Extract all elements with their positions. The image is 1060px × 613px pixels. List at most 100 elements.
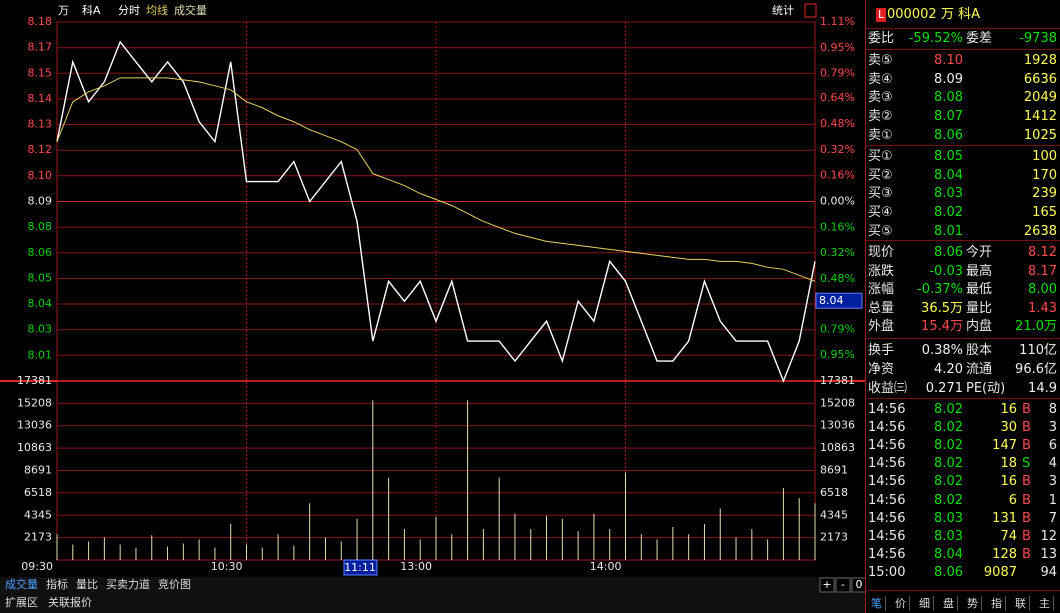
cell: S xyxy=(1022,456,1031,472)
cell: 外盘 xyxy=(868,319,895,335)
cell: 8.12 xyxy=(1028,245,1057,260)
cell: 8.02 xyxy=(934,438,963,454)
button[interactable]: + xyxy=(822,578,831,591)
cell: 8.03 xyxy=(934,528,963,544)
cell: 8.02 xyxy=(934,205,963,221)
cell: 8.06 xyxy=(934,245,963,260)
button[interactable]: - xyxy=(841,578,845,591)
cell: 8.10 xyxy=(934,53,963,68)
panel-tab[interactable]: 主 xyxy=(1036,596,1054,611)
cell: 8.01 xyxy=(934,223,963,239)
v-tick-label-right: 8691 xyxy=(820,463,848,476)
y-tick-label: 8.08 xyxy=(28,220,53,233)
cell: 8.06 xyxy=(934,127,963,143)
cell: -59.52% xyxy=(908,31,963,46)
v-tick-label-right: 13036 xyxy=(820,419,855,432)
cell: 卖⑤ xyxy=(868,53,893,68)
cell: 涨跌 xyxy=(868,263,895,279)
y-tick-label: 8.01 xyxy=(28,348,53,361)
cell: 总量 xyxy=(868,300,895,316)
cell: 2049 xyxy=(1023,90,1057,106)
cell: 147 xyxy=(992,438,1017,454)
cell: 94 xyxy=(1040,564,1057,580)
cell: B xyxy=(1022,438,1031,454)
v-tick-label-right: 4345 xyxy=(820,508,848,521)
bottom-tab2[interactable]: 关联报价 xyxy=(48,595,92,609)
cell: 买④ xyxy=(868,205,893,221)
bottom-tab[interactable]: 量比 xyxy=(76,578,98,591)
cell: B xyxy=(1022,528,1031,544)
cell: 131 xyxy=(992,510,1017,526)
panel-tab[interactable]: 指 xyxy=(988,596,1006,611)
cell: 8.06 xyxy=(934,564,963,580)
cursor-price: 8.04 xyxy=(819,294,844,307)
v-tick-label-right: 2173 xyxy=(820,531,848,544)
v-tick-label: 8691 xyxy=(24,463,52,476)
panel-tab[interactable]: 盘 xyxy=(940,596,958,611)
cell: 卖② xyxy=(868,109,893,125)
cell: 36.5万 xyxy=(921,300,963,316)
cell: 6 xyxy=(1048,438,1057,454)
cell: 13 xyxy=(1040,546,1057,562)
cell: 14:56 xyxy=(868,546,906,562)
bottom-tab2[interactable]: 扩展区 xyxy=(5,595,38,609)
separator xyxy=(866,338,1060,339)
y-tick-label: 8.18 xyxy=(28,15,53,28)
cell: 21.0万 xyxy=(1015,319,1057,335)
cell: 现价 xyxy=(868,245,895,260)
v-tick-label-right: 15208 xyxy=(820,396,855,409)
bottom-tab[interactable]: 竞价图 xyxy=(158,577,191,591)
v-tick-label-right: 17381 xyxy=(820,374,855,387)
panel-tab[interactable]: 势 xyxy=(964,596,982,611)
cell: 1025 xyxy=(1023,127,1057,143)
cell: 15:00 xyxy=(868,564,906,580)
separator xyxy=(866,28,1060,29)
y2-tick-label: 0.32% xyxy=(820,246,855,259)
cursor-price-box xyxy=(815,292,863,309)
cell: 2638 xyxy=(1023,223,1057,239)
cell: 14:56 xyxy=(868,510,906,526)
y-tick-label: 8.17 xyxy=(28,41,53,54)
y-tick-label: 8.15 xyxy=(28,66,53,79)
y2-tick-label: 0.48% xyxy=(820,117,855,130)
cell: B xyxy=(1022,492,1031,508)
cell: 9087 xyxy=(983,564,1017,580)
separator xyxy=(866,398,1060,399)
panel-tab[interactable]: 价 xyxy=(892,596,910,611)
v-tick-label: 17381 xyxy=(17,374,52,387)
cell: 流通 xyxy=(966,362,993,377)
separator xyxy=(866,145,1060,146)
bottom-tab[interactable]: 买卖力道 xyxy=(106,577,150,591)
panel-tab[interactable]: 笔 xyxy=(868,596,886,611)
cell: 最低 xyxy=(966,282,993,298)
panel-tab[interactable]: 联 xyxy=(1012,596,1030,611)
cell: 14:56 xyxy=(868,528,906,544)
stock-name2: 科A xyxy=(82,3,101,17)
y2-tick-label: 0.48% xyxy=(820,272,855,285)
stats-button[interactable]: 统计 xyxy=(772,4,794,17)
cell: 卖① xyxy=(868,127,893,143)
y-tick-label: 8.10 xyxy=(28,169,53,182)
panel-tab[interactable]: 细 xyxy=(916,596,934,611)
cell: 8.02 xyxy=(934,456,963,472)
cell: 0.38% xyxy=(921,343,963,358)
bottom-tab[interactable]: 成交量 xyxy=(5,577,38,591)
cell: 净资 xyxy=(868,362,895,377)
cell: 卖③ xyxy=(868,90,893,106)
bottom-tab[interactable]: 指标 xyxy=(46,577,68,591)
button[interactable]: 0 xyxy=(856,578,863,591)
v-tick-label-right: 6518 xyxy=(820,486,848,499)
v-tick-label: 10863 xyxy=(17,441,52,454)
stock-name: 万 xyxy=(58,4,69,17)
y2-tick-label: 0.16% xyxy=(820,220,855,233)
cell: 买③ xyxy=(868,186,893,202)
cell: 卖④ xyxy=(868,71,893,87)
badge: L xyxy=(876,8,887,22)
cell: 3 xyxy=(1048,420,1057,436)
separator xyxy=(866,49,1060,50)
cell: 170 xyxy=(1032,167,1057,183)
cell: 股本 xyxy=(966,343,993,358)
cell: 今开 xyxy=(966,245,993,260)
v-tick-label-right: 10863 xyxy=(820,441,855,454)
